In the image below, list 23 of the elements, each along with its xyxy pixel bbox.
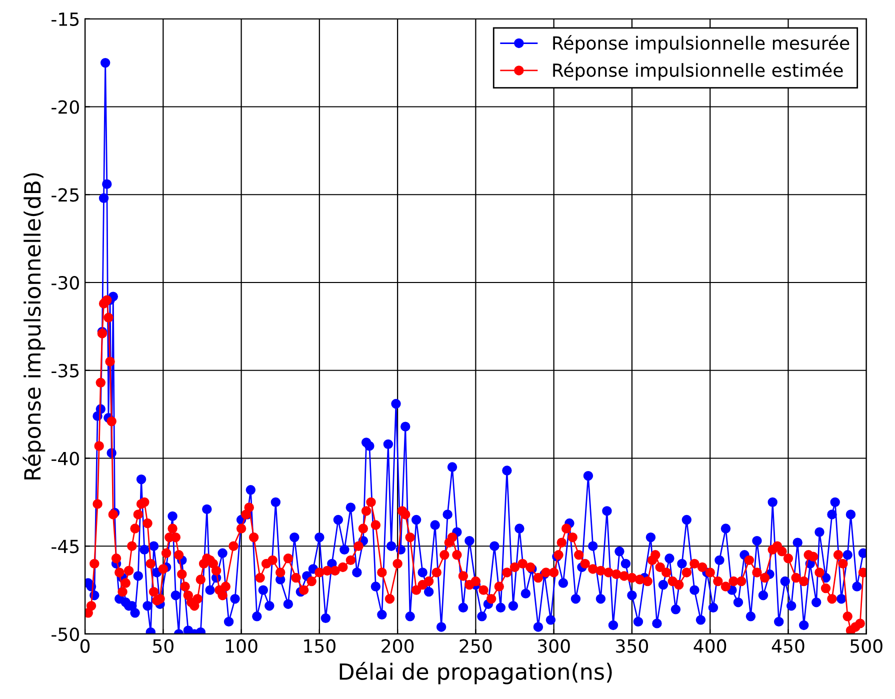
x-tick-label: 50 — [153, 639, 174, 653]
x-tick-label: 100 — [226, 639, 258, 653]
x-tick-label: 200 — [382, 639, 414, 653]
y-tick-label: -50 — [52, 627, 79, 642]
x-tick-label: 300 — [538, 639, 570, 653]
y-axis-title: Réponse impulsionnelle(dB) — [22, 173, 46, 480]
x-tick-label: 400 — [694, 639, 726, 653]
y-tick-label: -35 — [52, 364, 79, 378]
x-tick-label: 0 — [80, 639, 90, 653]
y-tick-label: -45 — [52, 540, 79, 554]
x-tick-label: 250 — [460, 639, 492, 653]
legend-label: Réponse impulsionnelle mesurée — [553, 35, 850, 54]
y-tick-label: -40 — [52, 452, 79, 466]
y-tick-label: -15 — [52, 12, 79, 26]
x-tick-label: 500 — [850, 639, 882, 653]
x-tick-label: 150 — [304, 639, 336, 653]
x-tick-label: 350 — [616, 639, 648, 653]
y-tick-label: -20 — [52, 100, 79, 114]
x-tick-label: 450 — [772, 639, 804, 653]
y-tick-label: -30 — [52, 276, 79, 290]
x-axis-title: Délai de propagation(ns) — [340, 662, 612, 684]
legend-label: Réponse impulsionnelle estimée — [553, 62, 843, 81]
y-tick-label: -25 — [52, 188, 79, 202]
